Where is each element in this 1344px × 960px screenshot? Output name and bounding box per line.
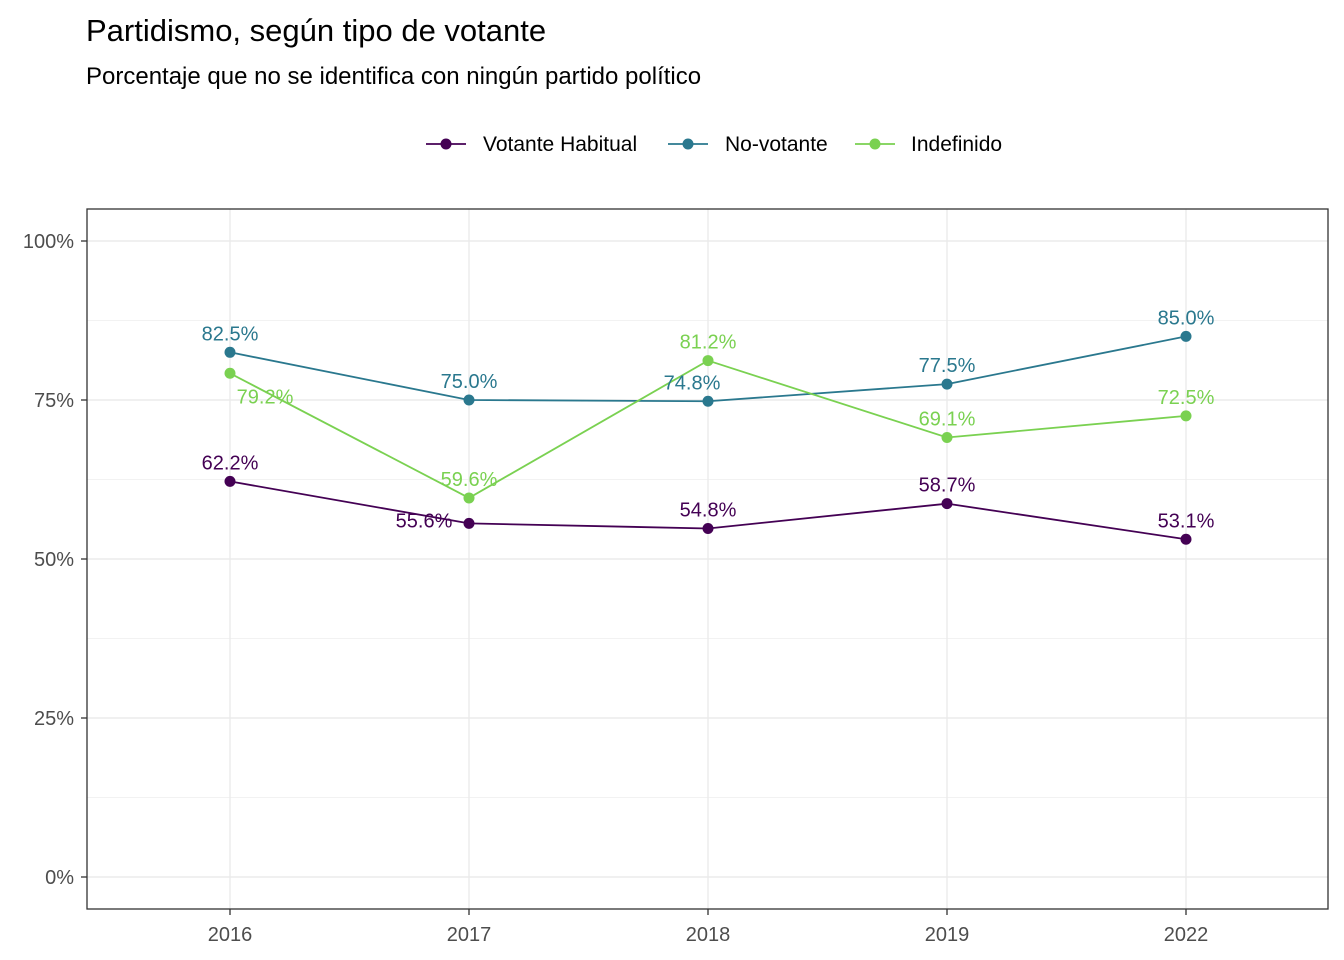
data-point	[941, 378, 953, 390]
data-label: 62.2%	[202, 452, 259, 474]
data-label: 75.0%	[441, 371, 498, 393]
data-label: 55.6%	[396, 510, 453, 532]
data-point	[463, 517, 475, 529]
legend-key-point	[682, 138, 694, 150]
data-label: 58.7%	[919, 475, 976, 497]
data-point	[224, 367, 236, 379]
data-label: 53.1%	[1158, 510, 1215, 532]
data-label: 82.5%	[202, 323, 259, 345]
legend-item: Votante Habitual	[426, 133, 637, 156]
data-label: 54.8%	[680, 499, 737, 521]
legend-label: Votante Habitual	[483, 133, 637, 156]
data-point	[463, 492, 475, 504]
series-layer	[224, 330, 1192, 545]
x-axis: 2016 2017 2018 2019 2022	[208, 909, 1209, 946]
data-point	[702, 395, 714, 407]
y-tick-label: 100%	[23, 231, 74, 253]
data-point	[224, 346, 236, 358]
legend-item: Indefinido	[855, 133, 1002, 156]
legend: Votante Habitual No-votante Indefinido	[426, 133, 1002, 156]
data-label: 77.5%	[919, 355, 976, 377]
data-label: 85.0%	[1158, 307, 1215, 329]
major-gridlines	[87, 209, 1328, 909]
data-label: 81.2%	[680, 332, 737, 354]
data-point	[941, 498, 953, 510]
x-tick-label: 2019	[925, 924, 970, 946]
data-point	[702, 522, 714, 534]
legend-item: No-votante	[668, 133, 828, 156]
legend-key-point	[440, 138, 452, 150]
chart-title: Partidismo, según tipo de votante	[86, 13, 546, 48]
data-point	[1180, 410, 1192, 422]
data-label: 59.6%	[441, 469, 498, 491]
data-point	[1180, 330, 1192, 342]
data-label: 72.5%	[1158, 387, 1215, 409]
legend-label: Indefinido	[911, 133, 1002, 156]
x-tick-label: 2018	[686, 924, 731, 946]
y-tick-label: 50%	[34, 549, 74, 571]
data-label: 69.1%	[919, 409, 976, 431]
data-point	[463, 394, 475, 406]
legend-label: No-votante	[725, 133, 828, 156]
chart-subtitle: Porcentaje que no se identifica con ning…	[86, 63, 701, 90]
y-tick-label: 0%	[45, 867, 74, 889]
x-tick-label: 2022	[1164, 924, 1209, 946]
y-axis: 0% 25% 50% 75% 100%	[23, 231, 87, 889]
data-point	[941, 432, 953, 444]
data-labels: 62.2% 55.6% 54.8% 58.7% 53.1% 82.5% 75.0% 74.8%…	[202, 307, 1215, 532]
x-tick-label: 2016	[208, 924, 253, 946]
data-point	[702, 355, 714, 367]
data-label: 74.8%	[664, 372, 721, 394]
x-tick-label: 2017	[447, 924, 492, 946]
y-tick-label: 75%	[34, 390, 74, 412]
data-label: 79.2%	[237, 386, 294, 408]
y-tick-label: 25%	[34, 708, 74, 730]
data-point	[224, 475, 236, 487]
legend-key-point	[869, 138, 881, 150]
data-point	[1180, 533, 1192, 545]
